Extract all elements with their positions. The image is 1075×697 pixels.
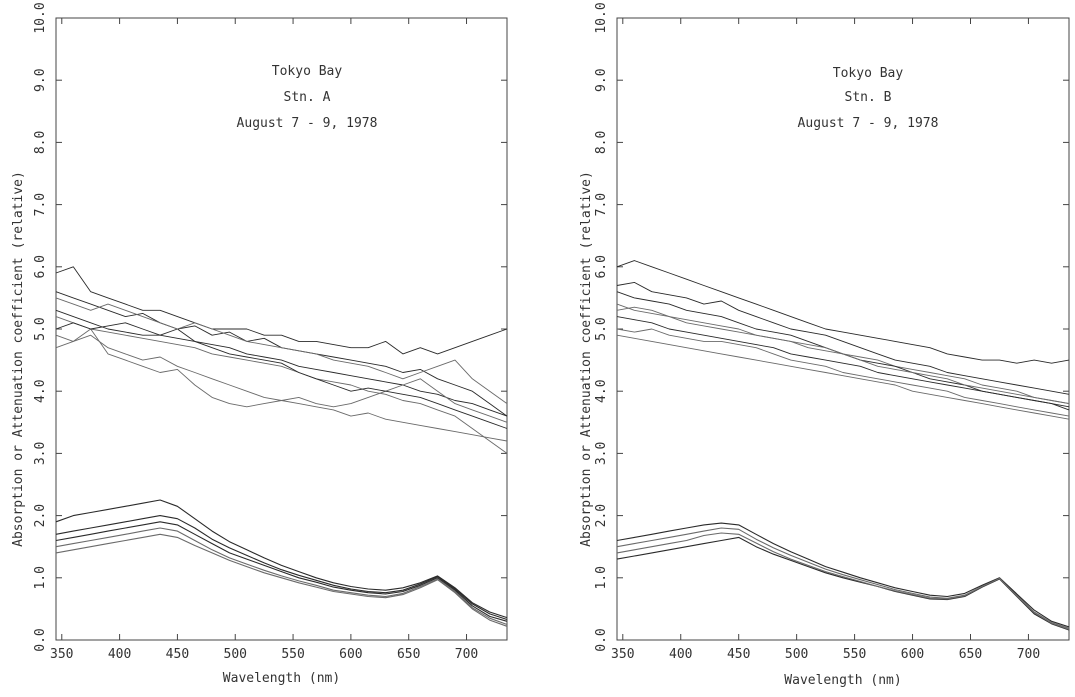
attenuation-series-line-1 [616, 281, 1070, 395]
chart-panel-1: 350 400 450 500 550 600 650 700 0.0 1.0 2.0 3.0 4.0 5… [11, 2, 508, 686]
absorption-series-line-1 [55, 521, 508, 622]
x-tick-label: 550 [281, 647, 304, 662]
annotation-line: Tokyo Bay [833, 66, 904, 81]
y-tick-label: 6.0 [33, 255, 48, 278]
y-axis-label: Absorption or Attenuation coefficient (r… [579, 171, 594, 547]
chart-panel-2: 350 400 450 500 550 600 650 700 0.0 1.0 2.0 3.0 4.0 5… [579, 2, 1070, 688]
x-tick-label: 350 [611, 647, 634, 662]
y-tick-label: 6.0 [594, 255, 609, 278]
attenuation-series-line-6 [55, 328, 508, 423]
x-tick-label: 400 [669, 647, 692, 662]
y-tick-label: 7.0 [594, 193, 609, 216]
y-tick-label: 4.0 [33, 379, 48, 402]
y-tick-label: 5.0 [33, 317, 48, 340]
attenuation-series-line-3 [55, 266, 508, 355]
y-tick-label: 3.0 [33, 442, 48, 465]
absorption-series-line-3 [55, 515, 508, 621]
attenuation-series-line-4 [616, 334, 1070, 420]
y-tick-label: 9.0 [594, 68, 609, 91]
x-tick-label: 350 [50, 647, 73, 662]
x-tick-label: 450 [727, 647, 750, 662]
attenuation-series-line-5 [55, 309, 508, 417]
attenuation-series-line-2 [55, 316, 508, 454]
absorption-series-line-2 [55, 527, 508, 626]
x-tick-label: 500 [224, 647, 247, 662]
x-axis-label: Wavelength (nm) [784, 673, 901, 688]
x-tick-label: 450 [166, 647, 189, 662]
y-tick-label: 8.0 [594, 131, 609, 154]
y-tick-label: 3.0 [594, 442, 609, 465]
x-tick-label: 700 [455, 647, 478, 662]
x-tick-label: 400 [108, 647, 131, 662]
attenuation-series-line-7 [55, 322, 508, 429]
y-tick-label: 8.0 [33, 131, 48, 154]
annotation-line: Stn. A [284, 90, 331, 105]
y-tick-label: 5.0 [594, 317, 609, 340]
x-axis-label: Wavelength (nm) [223, 671, 340, 686]
y-axis-label: Absorption or Attenuation coefficient (r… [11, 171, 26, 547]
annotation-line: Stn. B [845, 90, 892, 105]
x-tick-label: 700 [1017, 647, 1040, 662]
x-tick-label: 500 [785, 647, 808, 662]
y-tick-label: 10.0 [33, 2, 48, 33]
annotation-line: Tokyo Bay [272, 64, 343, 79]
x-tick-label: 650 [397, 647, 420, 662]
x-tick-label: 550 [843, 647, 866, 662]
attenuation-series-line-3 [616, 260, 1070, 364]
y-tick-label: 4.0 [594, 379, 609, 402]
plot-frame [55, 17, 508, 641]
absorption-series-line-4 [55, 533, 508, 627]
attenuation-series-line-8 [616, 306, 1070, 405]
y-tick-label: 9.0 [33, 68, 48, 91]
y-tick-label: 0.0 [33, 628, 48, 651]
attenuation-series-line-5 [616, 316, 1070, 408]
absorption-series-line-3 [616, 522, 1070, 628]
absorption-series-line-4 [616, 532, 1070, 630]
y-tick-label: 2.0 [33, 504, 48, 527]
attenuation-series-line-1 [55, 291, 508, 417]
y-tick-label: 1.0 [594, 566, 609, 589]
annotation-line: August 7 - 9, 1978 [237, 116, 378, 131]
y-tick-label: 1.0 [33, 566, 48, 589]
x-tick-label: 650 [959, 647, 982, 662]
y-tick-label: 2.0 [594, 504, 609, 527]
y-tick-label: 0.0 [594, 628, 609, 651]
attenuation-series-line-4 [55, 334, 508, 442]
attenuation-series-line-7 [616, 291, 1070, 411]
annotation-line: August 7 - 9, 1978 [798, 116, 939, 131]
attenuation-series-line-8 [55, 297, 508, 404]
x-tick-label: 600 [901, 647, 924, 662]
attenuation-series-line-6 [616, 328, 1070, 417]
y-tick-label: 7.0 [33, 193, 48, 216]
absorption-series-line-5 [55, 499, 508, 619]
absorption-series-line-1 [616, 536, 1070, 631]
x-tick-label: 600 [339, 647, 362, 662]
y-tick-label: 10.0 [594, 2, 609, 33]
